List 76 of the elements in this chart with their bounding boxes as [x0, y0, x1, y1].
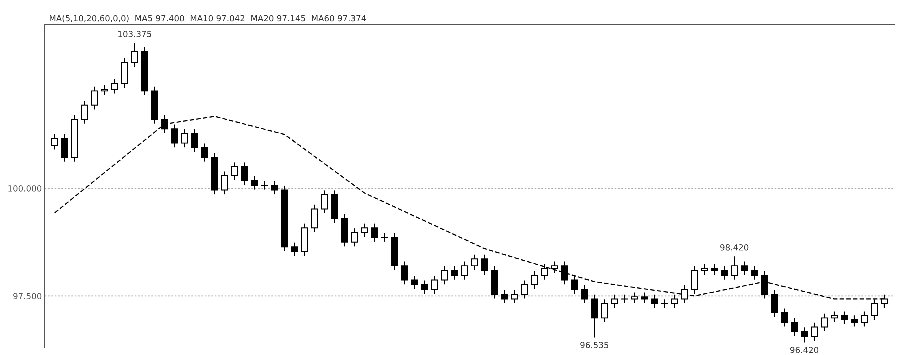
candlestick	[811, 322, 818, 342]
candlestick	[531, 270, 538, 290]
candlestick	[791, 318, 798, 337]
candlestick	[371, 223, 378, 242]
candlestick	[711, 264, 718, 276]
candlestick	[61, 134, 68, 162]
candlestick	[311, 204, 318, 234]
candlestick	[271, 180, 278, 196]
candlestick	[181, 128, 188, 148]
candlestick	[341, 214, 348, 248]
annotation: 98.420	[720, 244, 749, 251]
candlestick	[171, 124, 178, 148]
candlestick	[721, 266, 728, 280]
candlestick	[501, 290, 508, 304]
candlestick	[91, 86, 98, 110]
candlestick	[221, 171, 228, 196]
candlestick	[191, 128, 198, 153]
candlestick	[121, 58, 128, 89]
annotation: 103.375	[118, 31, 152, 38]
candlestick	[511, 290, 518, 304]
candlestick	[321, 190, 328, 214]
candlestick	[331, 190, 338, 224]
candlestick	[131, 42, 138, 68]
candlestick	[591, 294, 598, 338]
candlestick	[81, 100, 88, 124]
candlestick	[361, 223, 368, 238]
candlestick	[741, 261, 748, 276]
candlestick	[491, 266, 498, 300]
candlestick	[411, 275, 418, 290]
candlestick	[631, 292, 638, 304]
candlestick	[561, 261, 568, 286]
candlestick	[111, 79, 118, 94]
candlestick	[451, 266, 458, 280]
candlestick	[851, 315, 858, 328]
candlestick	[461, 261, 468, 280]
candlestick	[431, 275, 438, 295]
candlestick	[781, 308, 788, 328]
candlestick	[401, 261, 408, 286]
candlestick	[841, 311, 848, 325]
candlestick	[701, 264, 708, 276]
candlestick	[551, 261, 558, 274]
candlestick	[421, 280, 428, 295]
candlestick	[521, 280, 528, 300]
candlestick	[471, 254, 478, 271]
candlestick	[351, 228, 358, 248]
candlestick	[51, 134, 58, 150]
candlestick	[831, 311, 838, 324]
candlestick	[691, 266, 698, 295]
candlestick	[301, 223, 308, 257]
candlestick	[861, 311, 868, 328]
y-tick-label: 100.000	[8, 186, 42, 192]
candlestick	[571, 275, 578, 295]
candlestick	[771, 290, 778, 318]
candlestick	[801, 327, 808, 344]
candlestick	[201, 143, 208, 162]
candlestick	[601, 299, 608, 324]
candlestick	[541, 264, 548, 280]
candlestick	[581, 284, 588, 304]
candlestick	[251, 176, 258, 190]
candlestick	[231, 162, 238, 181]
candlestick	[641, 292, 648, 304]
candlestick	[441, 266, 448, 286]
y-tick-label: 97.500	[14, 293, 42, 300]
candlestick	[821, 313, 828, 332]
annotation: 96.535	[580, 342, 609, 348]
candlestick	[731, 256, 738, 280]
candlestick	[241, 162, 248, 186]
candlestick	[751, 266, 758, 280]
annotation: 96.420	[790, 347, 819, 354]
candlestick	[291, 242, 298, 257]
candlestick	[611, 294, 618, 309]
candlestick	[481, 254, 488, 276]
candlestick	[101, 84, 108, 96]
candlestick	[651, 294, 658, 309]
chart-subtitle: MA(5,10,20,60,0,0) MA5 97.400 MA10 97.042 MA20 97.145 MA60 97.374	[50, 15, 366, 23]
candlestick	[381, 232, 388, 242]
